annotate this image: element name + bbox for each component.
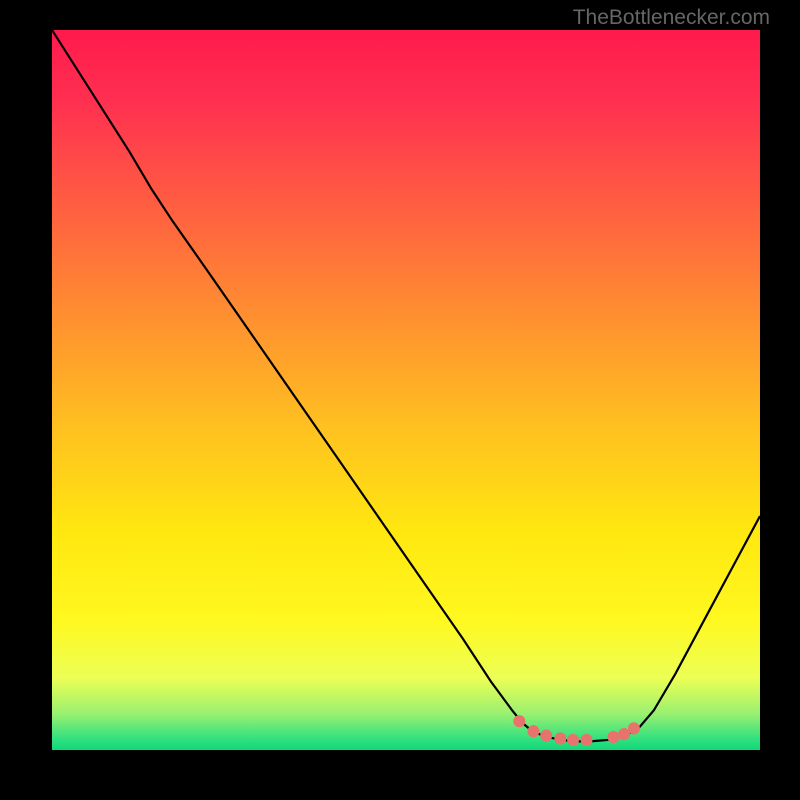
watermark-text: TheBottlenecker.com (573, 6, 770, 30)
chart-plot-area (52, 30, 760, 750)
curve-marker (540, 730, 552, 742)
curve-marker (513, 715, 525, 727)
curve-marker (554, 732, 566, 744)
bottleneck-curve (52, 30, 760, 741)
chart-curve-layer (52, 30, 760, 750)
curve-marker (607, 731, 619, 743)
curve-marker (581, 734, 593, 746)
curve-markers (513, 715, 640, 746)
curve-marker (567, 734, 579, 746)
curve-marker (527, 725, 539, 737)
curve-marker (628, 722, 640, 734)
